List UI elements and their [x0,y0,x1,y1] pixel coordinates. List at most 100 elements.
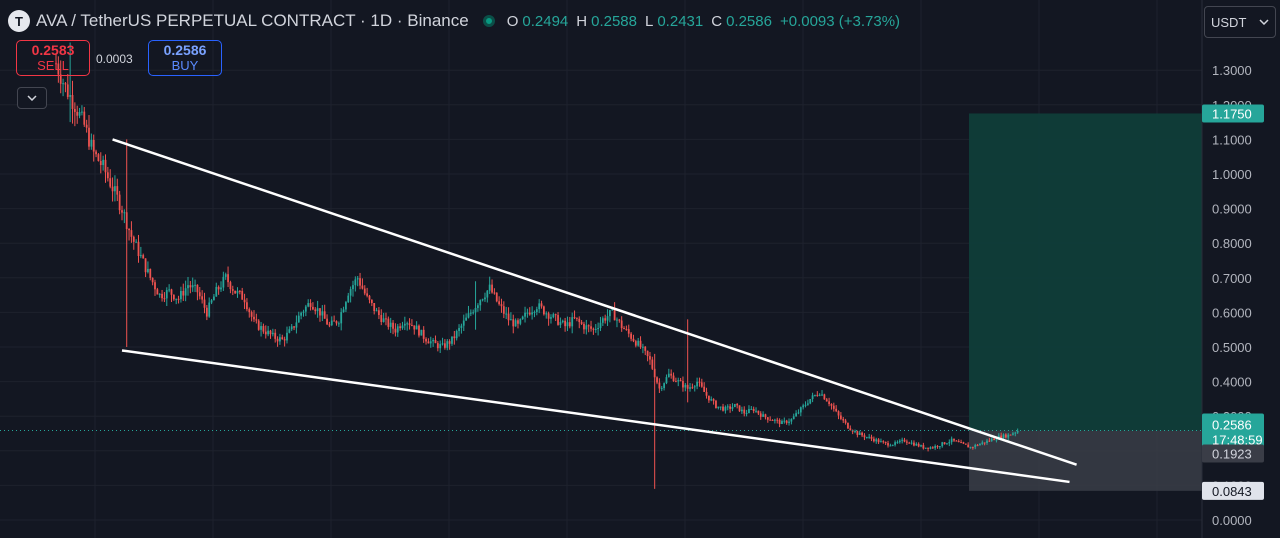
sell-button[interactable]: 0.2583 SELL [16,40,90,76]
candle-body [78,112,81,116]
candle-body [632,338,635,342]
candle-body [257,320,260,330]
candle-body [170,289,173,295]
candle-body [700,382,703,387]
candle-body [420,329,423,336]
candle-body [512,319,515,327]
candle-body [832,405,835,409]
candle-body [363,288,366,294]
candle-body [821,394,823,396]
candle-body [649,356,651,360]
candle-body [1016,430,1019,433]
price-tick-label: 0.4000 [1212,375,1252,390]
candle-body [743,409,746,414]
symbol-title[interactable]: AVA / TetherUS PERPETUAL CONTRACT · 1D ·… [36,11,469,30]
candle-body [773,419,776,421]
candle-body [722,406,724,411]
candle-body [898,440,901,443]
candle-body [505,313,508,315]
current-price-label-countdown: 17:48:59 [1212,433,1263,448]
candle-body [946,443,948,445]
price-tick-label: 0.8000 [1212,236,1252,251]
candle-body [856,431,859,435]
candle-body [408,323,411,326]
candle-body [1014,432,1017,434]
close-key: C [711,12,723,30]
collapse-button[interactable] [17,87,47,109]
candle-body [231,289,234,291]
candle-body [472,312,475,314]
candle-body [667,373,670,378]
candle-body [111,186,114,192]
candle-body [823,394,826,400]
candle-body [368,295,371,300]
candle-body [413,325,416,330]
marker-price-label-bg [1202,444,1264,463]
candle-body [616,319,618,321]
candle-body [137,241,140,257]
candle-body [656,377,658,383]
candle-body [1007,434,1010,438]
candle-body [538,303,541,310]
candle-body [441,343,444,345]
candle-body [97,154,100,161]
candle-body [872,438,875,442]
candle-body [634,341,637,346]
candle-body [401,325,404,329]
candle-body [394,328,397,333]
candle-body [335,321,338,324]
candle-body [955,440,958,442]
candle-body [55,63,57,65]
price-tick-label: 1.3000 [1212,63,1252,78]
currency-selector[interactable]: USDT [1204,6,1276,38]
candle-body [535,309,538,312]
target-price-label-bg [1202,104,1264,123]
candle-body [411,325,413,327]
candle-body [762,414,764,417]
market-status-icon[interactable] [482,15,495,27]
candle-body [323,311,326,319]
candle-body [439,344,442,349]
candle-body [686,384,689,389]
candle-body [85,124,88,128]
candle-body [519,319,522,324]
candle-body [455,330,458,339]
candle-body [191,285,194,288]
candle-body [542,306,545,315]
price-tick-label: 1.1000 [1212,132,1252,147]
candle-body [672,375,675,382]
candle-body [104,159,107,173]
candle-body [811,395,814,399]
candle-body [792,416,795,420]
candle-body [260,326,262,330]
candle-body [378,310,380,316]
candle-body [1000,435,1003,439]
candle-body [547,313,550,319]
buy-button[interactable]: 0.2586 BUY [148,40,222,76]
candle-body [550,317,552,319]
candle-body [448,341,451,344]
candle-body [922,445,925,449]
candle-body [575,317,578,319]
candle-body [370,299,373,303]
candle-body [691,387,694,389]
candle-body [903,439,906,442]
candle-body [938,446,941,448]
candle-body [988,440,991,442]
candle-body [752,408,755,412]
candle-body [451,336,453,344]
candle-body [967,444,970,448]
candle-body [623,328,625,330]
candle-body [948,442,951,444]
candle-body [73,108,76,112]
candle-body [109,178,112,187]
candle-body [403,323,406,326]
candle-body [316,308,319,312]
candle-body [288,329,291,333]
candle-body [564,320,567,327]
candle-body [884,441,887,444]
candle-body [281,337,284,340]
candle-body [847,422,849,429]
candle-body [71,94,74,109]
